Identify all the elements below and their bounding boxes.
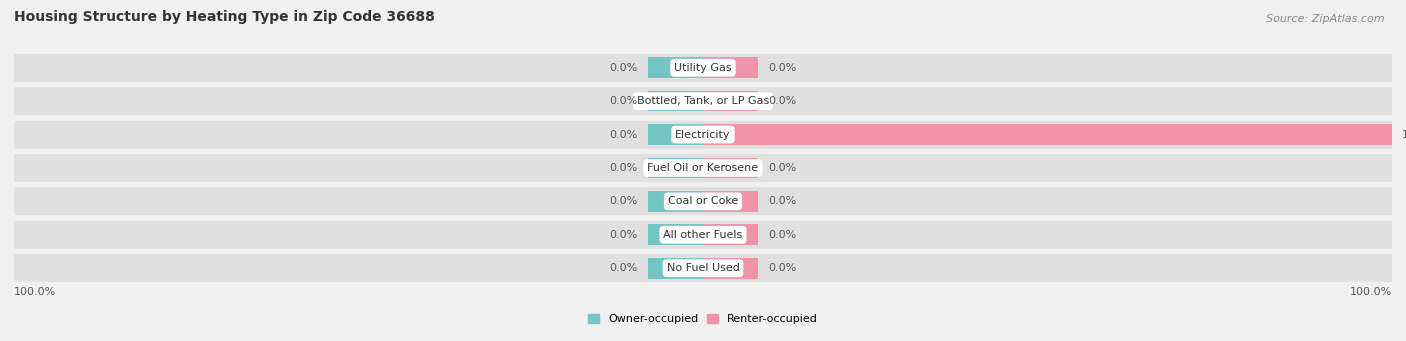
Text: Coal or Coke: Coal or Coke: [668, 196, 738, 206]
Bar: [648, 124, 703, 145]
Text: Utility Gas: Utility Gas: [675, 63, 731, 73]
Bar: [703, 124, 1392, 145]
Text: 0.0%: 0.0%: [769, 230, 797, 240]
Bar: [648, 91, 703, 112]
Text: 100.0%: 100.0%: [1402, 130, 1406, 139]
Text: 0.0%: 0.0%: [609, 230, 637, 240]
Bar: [648, 57, 703, 78]
Text: Bottled, Tank, or LP Gas: Bottled, Tank, or LP Gas: [637, 96, 769, 106]
Bar: [14, 87, 1392, 115]
Text: 0.0%: 0.0%: [769, 263, 797, 273]
Text: 0.0%: 0.0%: [769, 196, 797, 206]
Text: No Fuel Used: No Fuel Used: [666, 263, 740, 273]
Text: Source: ZipAtlas.com: Source: ZipAtlas.com: [1267, 14, 1385, 24]
Bar: [648, 191, 703, 212]
Text: All other Fuels: All other Fuels: [664, 230, 742, 240]
Text: 0.0%: 0.0%: [609, 96, 637, 106]
Text: 0.0%: 0.0%: [609, 130, 637, 139]
Text: 0.0%: 0.0%: [609, 263, 637, 273]
Text: Housing Structure by Heating Type in Zip Code 36688: Housing Structure by Heating Type in Zip…: [14, 11, 434, 25]
Text: Electricity: Electricity: [675, 130, 731, 139]
Text: 0.0%: 0.0%: [609, 63, 637, 73]
Bar: [703, 258, 758, 279]
Bar: [14, 254, 1392, 282]
Text: 0.0%: 0.0%: [609, 163, 637, 173]
Bar: [703, 158, 758, 178]
Bar: [14, 54, 1392, 82]
Text: 0.0%: 0.0%: [769, 163, 797, 173]
Bar: [648, 158, 703, 178]
Bar: [14, 120, 1392, 149]
Text: 0.0%: 0.0%: [769, 96, 797, 106]
Bar: [648, 224, 703, 245]
Text: 100.0%: 100.0%: [14, 286, 56, 297]
Legend: Owner-occupied, Renter-occupied: Owner-occupied, Renter-occupied: [585, 310, 821, 328]
Bar: [703, 224, 758, 245]
Text: 0.0%: 0.0%: [769, 63, 797, 73]
Text: 0.0%: 0.0%: [609, 196, 637, 206]
Text: 100.0%: 100.0%: [1350, 286, 1392, 297]
Bar: [703, 91, 758, 112]
Text: Fuel Oil or Kerosene: Fuel Oil or Kerosene: [647, 163, 759, 173]
Bar: [14, 221, 1392, 249]
Bar: [14, 154, 1392, 182]
Bar: [703, 191, 758, 212]
Bar: [648, 258, 703, 279]
Bar: [703, 57, 758, 78]
Bar: [14, 187, 1392, 216]
